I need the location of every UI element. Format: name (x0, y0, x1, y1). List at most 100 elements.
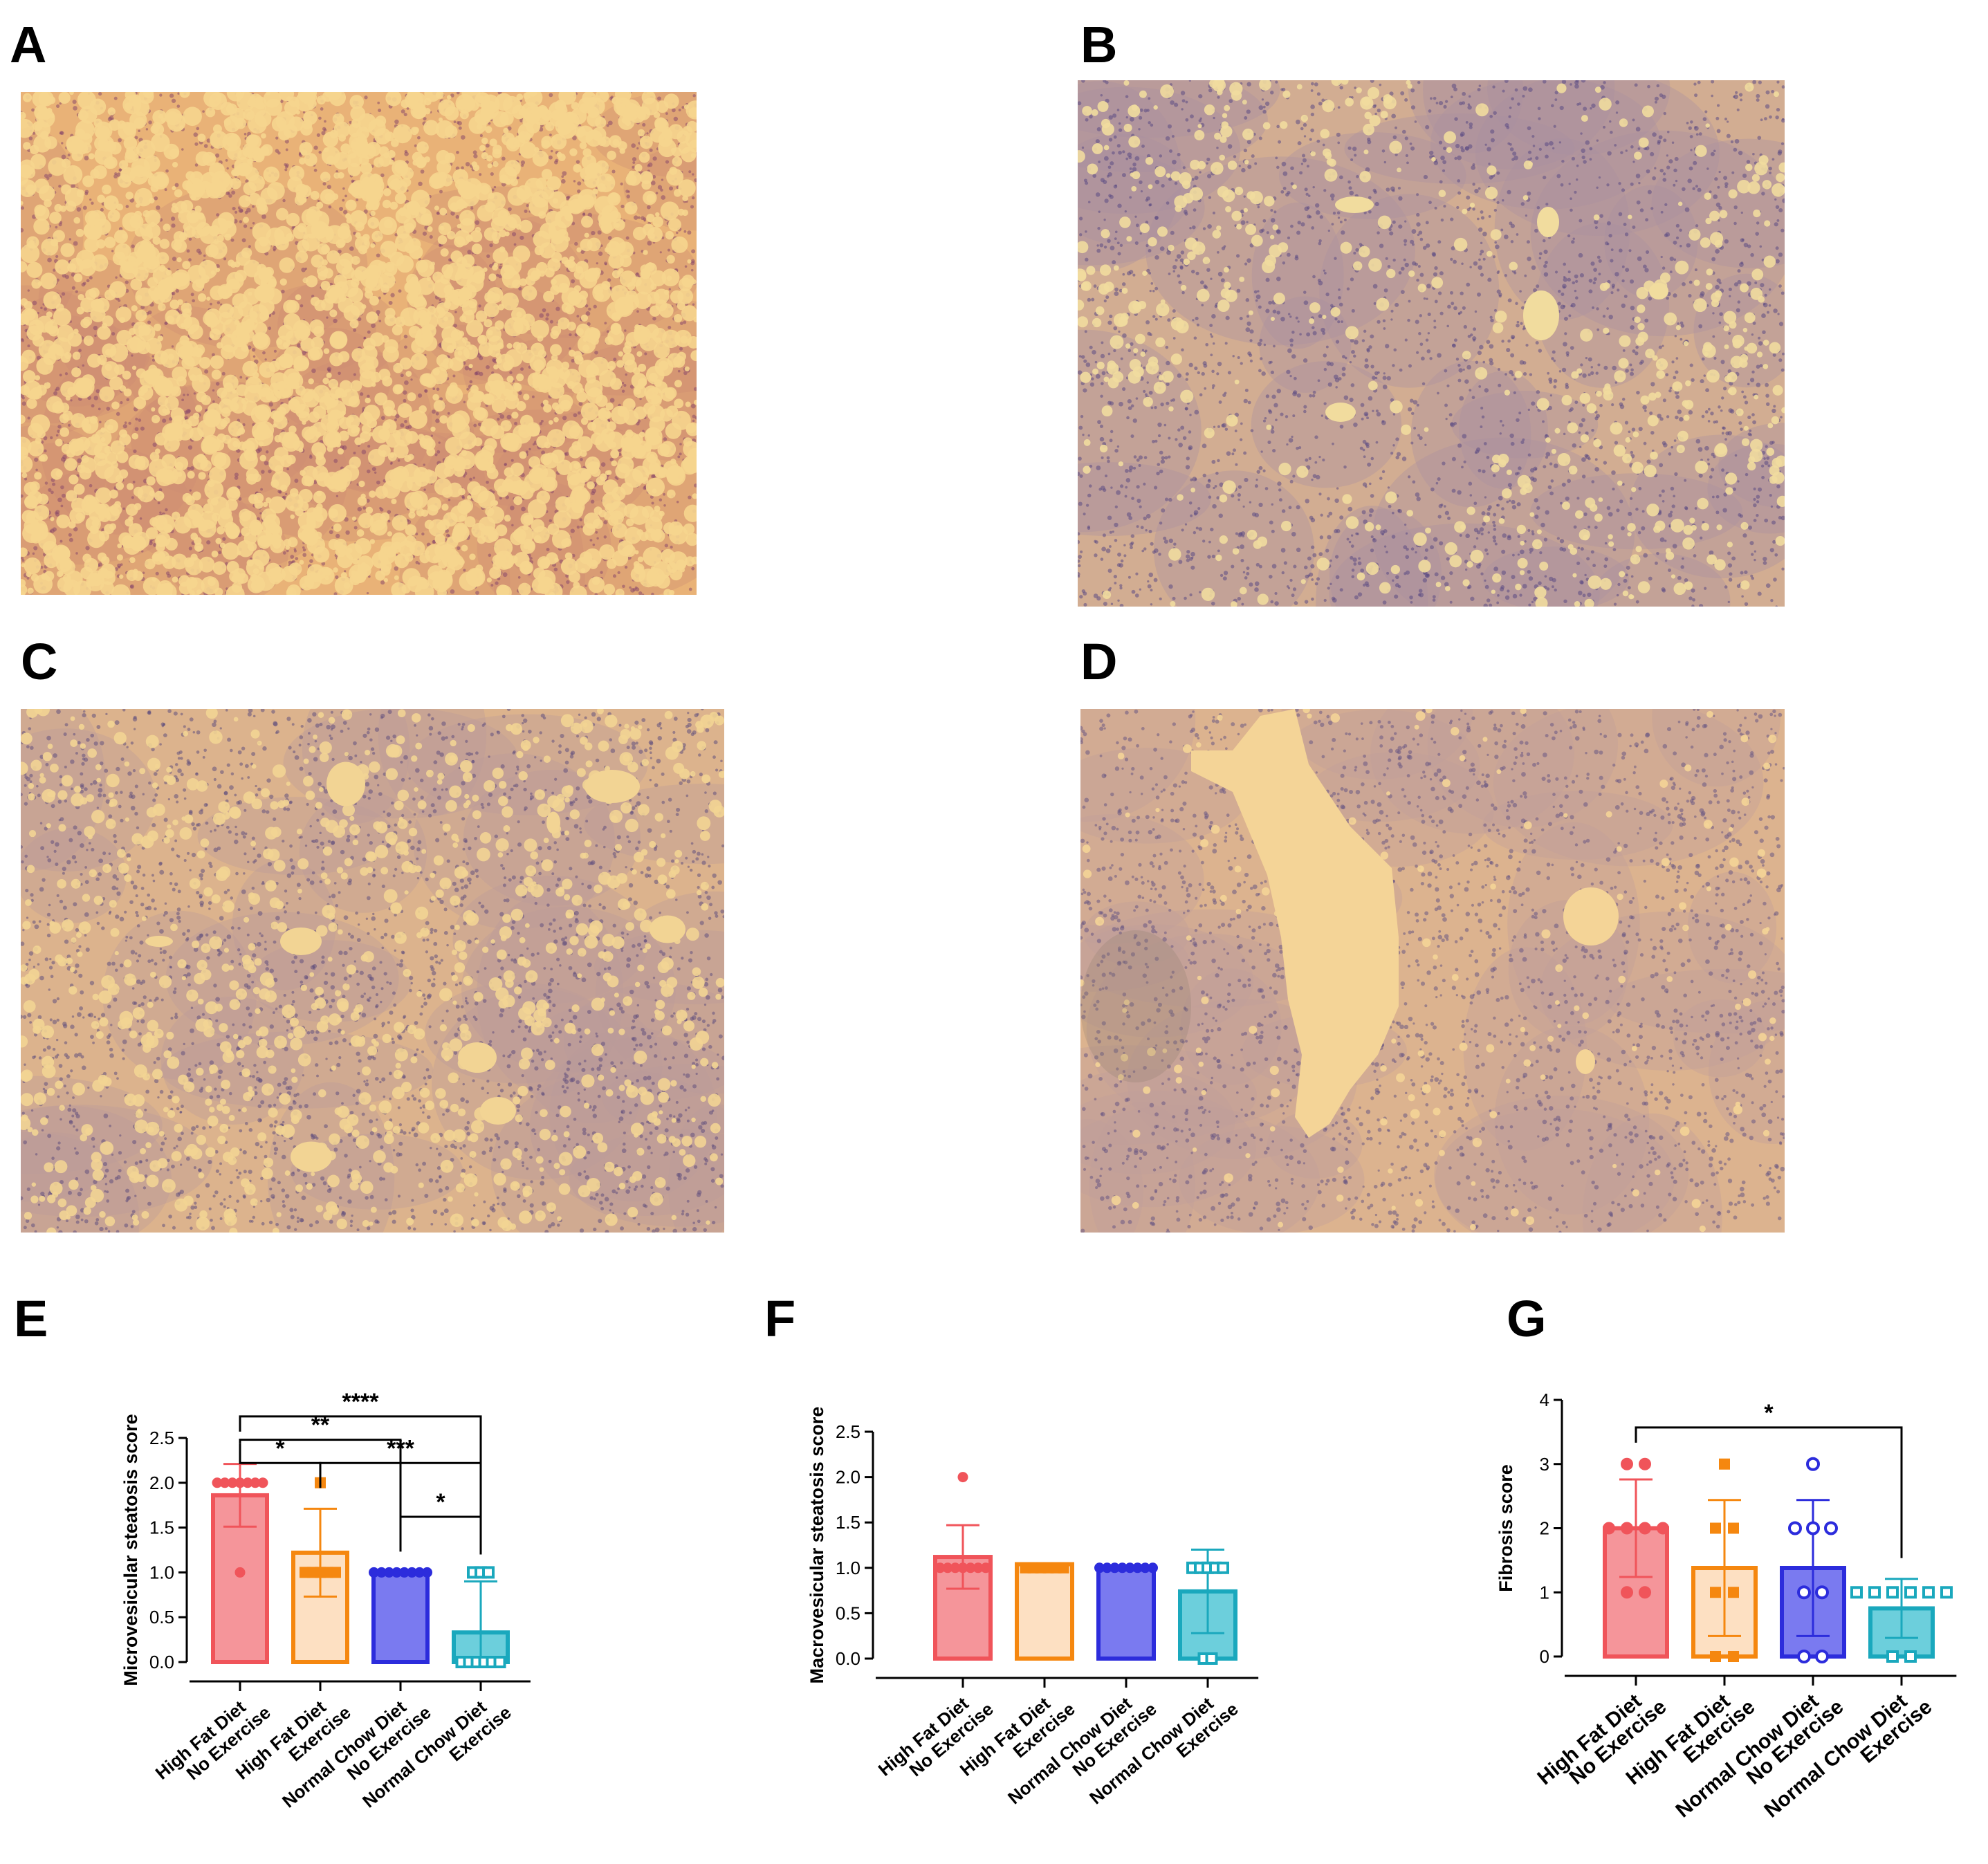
bar (1015, 1562, 1074, 1661)
data-point (1728, 1651, 1739, 1662)
y-tick-label: 3 (1540, 1454, 1549, 1475)
data-point (1886, 1586, 1899, 1599)
chart-fibrosis: 0 1 2 3 4 Fibrosis score High Fat Diet No Exerc… (1466, 1356, 1988, 1864)
micrograph-c-image (21, 709, 724, 1233)
significance-bracket (1635, 1426, 1903, 1558)
data-point (1639, 1586, 1651, 1599)
data-point (935, 1562, 946, 1574)
panel-label-c: C (21, 633, 58, 690)
data-point (369, 1567, 379, 1578)
data-point (1806, 1457, 1820, 1471)
micrograph-c (21, 709, 724, 1233)
data-point (1904, 1650, 1917, 1663)
bar (371, 1570, 430, 1664)
y-tick-label: 4 (1540, 1390, 1549, 1410)
y-tick-label: 1.5 (836, 1512, 860, 1533)
data-point (407, 1567, 417, 1578)
y-tick-label: 0.5 (149, 1607, 174, 1627)
y-tick-label: 1.5 (149, 1517, 174, 1538)
data-point (1621, 1457, 1633, 1470)
data-point (1904, 1586, 1917, 1599)
data-point (1788, 1521, 1802, 1535)
y-tick-label: 0 (1540, 1646, 1549, 1667)
data-point (1603, 1522, 1615, 1535)
data-point (1728, 1587, 1739, 1598)
data-point (1217, 1561, 1229, 1574)
panel-label-a: A (10, 16, 47, 73)
data-point (1824, 1521, 1838, 1535)
significance-label: * (275, 1435, 285, 1461)
y-tick-label: 0.0 (149, 1652, 174, 1672)
data-point (482, 1566, 495, 1579)
micrograph-d (1080, 709, 1785, 1233)
micrograph-b-image (1078, 80, 1785, 607)
data-point (965, 1562, 976, 1574)
data-point (1815, 1585, 1829, 1600)
data-point (1125, 1562, 1135, 1574)
y-axis-label: Microvesicular steatosis score (120, 1414, 141, 1686)
data-point (392, 1567, 402, 1578)
data-point (234, 1567, 246, 1578)
data-point (1621, 1586, 1633, 1599)
data-point (1719, 1458, 1730, 1470)
panel-label-g: G (1507, 1290, 1547, 1347)
data-point (399, 1567, 409, 1578)
significance-bracket (399, 1515, 482, 1555)
data-point (227, 1477, 238, 1488)
data-point (1728, 1522, 1739, 1534)
bar (1096, 1565, 1156, 1661)
data-point (973, 1562, 984, 1574)
data-point (257, 1477, 268, 1488)
micrograph-d-image (1080, 709, 1785, 1233)
y-tick-label: 1 (1540, 1582, 1549, 1603)
y-axis-label: Macrovesicular steatosis score (807, 1407, 827, 1684)
data-point (1117, 1562, 1128, 1574)
data-point (250, 1477, 261, 1488)
y-tick-label: 2.5 (836, 1421, 860, 1442)
data-point (219, 1477, 230, 1488)
data-point (422, 1567, 432, 1578)
data-point (330, 1567, 341, 1578)
data-point (212, 1477, 223, 1488)
data-point (942, 1562, 953, 1574)
micrograph-b (1078, 80, 1785, 607)
data-point (957, 1562, 968, 1574)
data-point (980, 1562, 991, 1574)
data-point (1850, 1586, 1863, 1599)
panel-label-b: B (1080, 16, 1118, 73)
y-tick-label: 0.0 (836, 1648, 860, 1669)
data-point (1815, 1650, 1829, 1663)
data-point (414, 1567, 425, 1578)
data-point (1148, 1562, 1158, 1574)
data-point (493, 1656, 506, 1668)
data-point (1657, 1522, 1669, 1535)
significance-label: * (1764, 1400, 1774, 1426)
data-point (376, 1567, 387, 1578)
data-point (1886, 1650, 1899, 1663)
data-point (1639, 1522, 1651, 1535)
chart-macrovesicular-steatosis: 0.0 0.5 1.0 1.5 2.0 2.5 Macrovesicular steatos… (747, 1356, 1439, 1864)
panel-label-d: D (1080, 633, 1118, 690)
y-tick-label: 1.0 (149, 1562, 174, 1582)
panel-label-e: E (14, 1290, 48, 1347)
y-tick-label: 2 (1540, 1518, 1549, 1539)
data-point (1132, 1562, 1143, 1574)
data-point (1058, 1562, 1069, 1574)
data-point (1205, 1652, 1218, 1665)
significance-bracket (319, 1461, 482, 1555)
micrograph-a-image (21, 92, 697, 595)
data-point (384, 1567, 394, 1578)
micrograph-a (21, 92, 697, 595)
y-tick-label: 2.0 (836, 1467, 860, 1488)
data-point (1110, 1562, 1120, 1574)
data-point (242, 1477, 253, 1488)
data-point (1710, 1587, 1721, 1598)
significance-label: ** (311, 1412, 330, 1439)
y-tick-label: 0.5 (836, 1603, 860, 1623)
y-tick-label: 1.0 (836, 1558, 860, 1578)
significance-label: *** (387, 1435, 414, 1461)
data-point (1940, 1586, 1953, 1599)
significance-label: **** (342, 1389, 380, 1415)
data-point (950, 1562, 961, 1574)
data-point (1797, 1650, 1811, 1663)
